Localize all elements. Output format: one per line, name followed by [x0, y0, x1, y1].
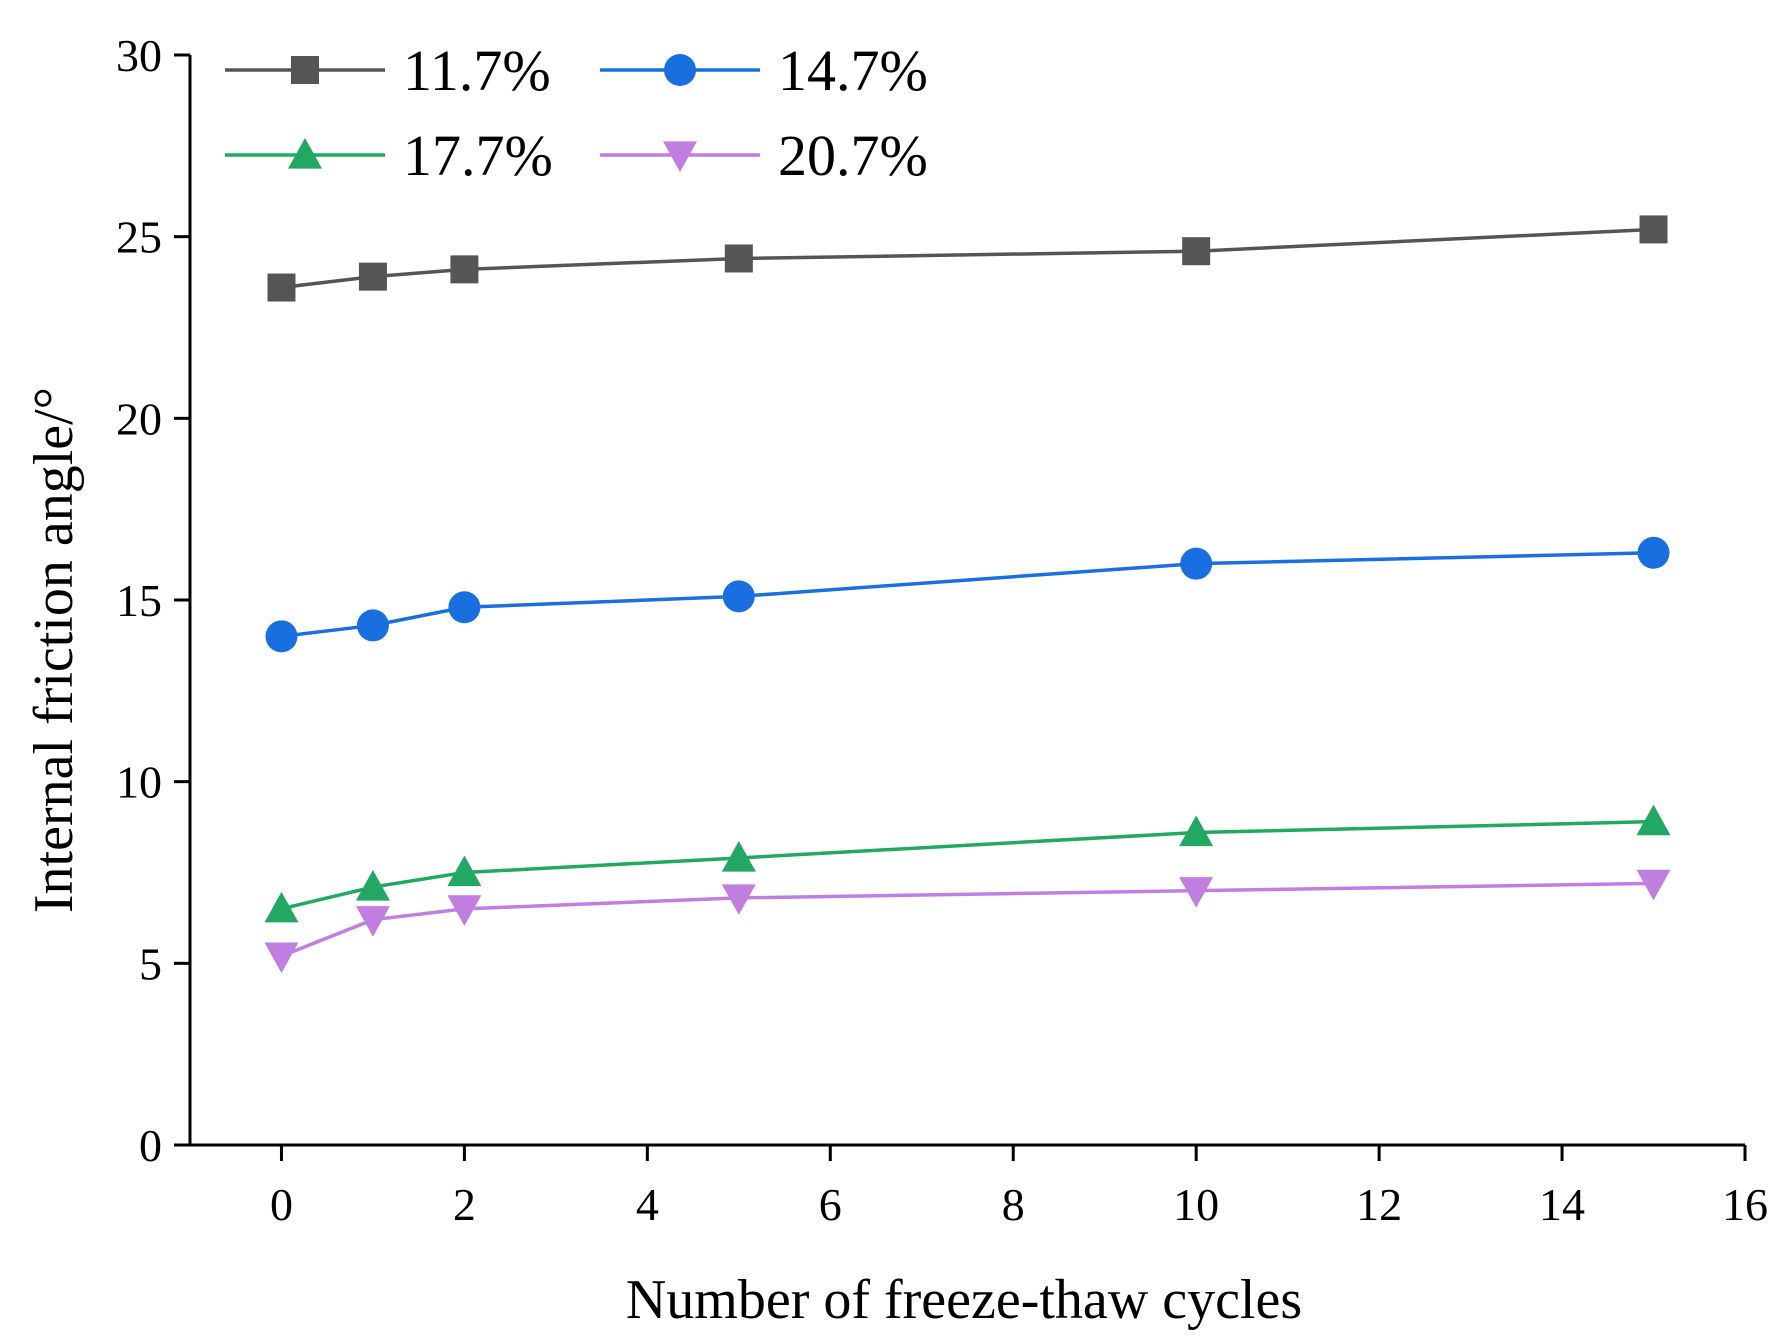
series-3 [264, 869, 1671, 974]
x-tick-label-6: 6 [819, 1179, 842, 1230]
y-tick-label-5: 5 [139, 938, 162, 989]
x-tick-label-12: 12 [1356, 1179, 1402, 1230]
data-point-1-3 [722, 580, 755, 613]
data-point-0-0 [267, 273, 296, 302]
x-tick-label-8: 8 [1002, 1179, 1025, 1230]
data-point-2-5 [1636, 804, 1671, 836]
data-point-3-3 [721, 884, 756, 915]
data-point-3-2 [447, 895, 482, 926]
legend-item-2: 17.7% [225, 123, 553, 188]
series-0 [267, 215, 1668, 302]
data-point-1-0 [265, 620, 298, 653]
data-point-3-4 [1179, 877, 1214, 908]
x-tick-label-2: 2 [453, 1179, 476, 1230]
data-point-3-5 [1636, 869, 1671, 901]
data-point-3-1 [355, 906, 390, 937]
data-point-2-3 [721, 840, 756, 872]
data-point-0-2 [450, 255, 479, 284]
data-point-0-5 [1639, 215, 1668, 244]
plot-frame [188, 55, 1745, 1147]
data-point-1-1 [356, 609, 389, 642]
data-point-2-4 [1179, 815, 1214, 847]
series-line-1 [281, 551, 1654, 639]
legend-item-0: 11.7% [225, 38, 551, 103]
x-axis-title: Number of freeze-thaw cycles [626, 1269, 1302, 1331]
series-2 [264, 804, 1671, 923]
x-tick-label-14: 14 [1539, 1179, 1585, 1230]
y-tick-label-10: 10 [116, 757, 162, 808]
x-axis: 0 2 4 6 8 10 12 14 16 [270, 1145, 1768, 1230]
y-tick-label-30: 30 [116, 30, 162, 81]
y-axis-title: Internal friction angle/° [23, 387, 85, 913]
y-tick-label-15: 15 [116, 575, 162, 626]
series-line-0 [281, 227, 1654, 290]
data-point-1-4 [1180, 547, 1213, 580]
legend-item-1: 14.7% [600, 38, 928, 103]
y-tick-label-25: 25 [116, 212, 162, 263]
x-tick-label-16: 16 [1722, 1179, 1768, 1230]
data-point-0-4 [1182, 237, 1211, 266]
data-point-2-2 [447, 855, 482, 887]
data-point-1-5 [1637, 536, 1670, 569]
data-point-0-3 [724, 244, 753, 273]
data-point-2-0 [264, 891, 299, 923]
legend-label-1: 14.7% [778, 38, 928, 103]
legend-label-2: 17.7% [403, 123, 553, 188]
series-layer [264, 215, 1671, 974]
data-point-0-1 [358, 262, 387, 291]
x-tick-label-4: 4 [636, 1179, 659, 1230]
data-point-1-2 [448, 591, 481, 624]
legend-marker-2 [288, 138, 322, 169]
legend-marker-1 [664, 54, 696, 86]
legend: 11.7% 14.7% 17.7% 20.7% [225, 38, 928, 188]
legend-label-3: 20.7% [778, 123, 928, 188]
data-point-2-1 [355, 870, 390, 901]
x-tick-label-0: 0 [270, 1179, 293, 1230]
series-1 [265, 536, 1670, 653]
y-axis: 0 5 10 15 20 25 30 [116, 30, 190, 1171]
data-point-3-0 [264, 942, 299, 974]
series-line-3 [280, 881, 1654, 958]
legend-item-3: 20.7% [600, 123, 928, 188]
y-tick-label-0: 0 [139, 1120, 162, 1171]
legend-marker-0 [291, 56, 319, 84]
legend-label-0: 11.7% [403, 38, 551, 103]
series-line-2 [281, 819, 1654, 911]
x-tick-label-10: 10 [1173, 1179, 1219, 1230]
y-tick-label-20: 20 [116, 393, 162, 444]
legend-marker-3 [663, 141, 697, 172]
